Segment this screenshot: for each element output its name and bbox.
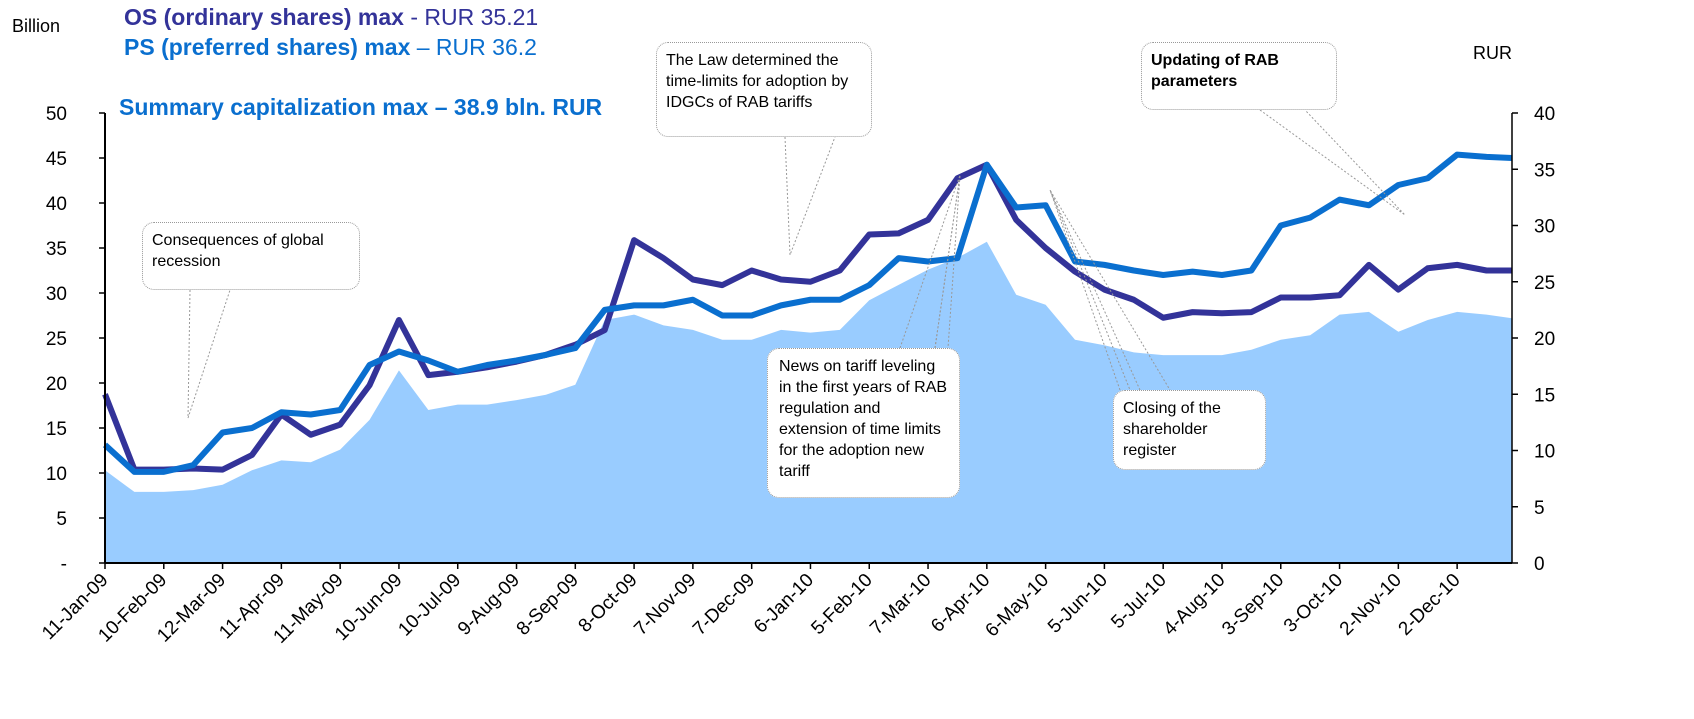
callout-pointer xyxy=(784,136,836,256)
x-tick-label: 2-Dec-10 xyxy=(1395,570,1465,640)
line xyxy=(102,151,1513,475)
y-tick-label: 30 xyxy=(46,284,67,305)
os-header: OS (ordinary shares) max - RUR 35.21 xyxy=(124,4,538,31)
x-tick-label: 5-Jun-10 xyxy=(1044,570,1112,638)
x-tick-label: 3-Sep-10 xyxy=(1218,570,1288,640)
callout-pointer xyxy=(1049,189,1171,391)
x-tick-label: 4-Aug-10 xyxy=(1159,570,1229,640)
x-tick-label: 5-Feb-10 xyxy=(807,570,876,639)
legend-label: PS (preferred shares) max xyxy=(124,34,411,60)
annotation: Closing of the shareholder register xyxy=(1113,390,1266,470)
max-label: – RUR 36.2 xyxy=(416,34,537,60)
y2-tick-label: 15 xyxy=(1534,385,1555,406)
callout-pointer xyxy=(899,174,961,349)
y2-tick-label: 30 xyxy=(1534,217,1555,238)
x-tick-label: 7-Dec-09 xyxy=(689,570,759,640)
x-tick-label: 6-Jan-10 xyxy=(750,570,818,638)
y-tick-label: 5 xyxy=(56,509,67,530)
annotation: Consequences of global recession xyxy=(142,222,360,290)
y-tick-label: 50 xyxy=(46,104,67,125)
y2-tick-label: 5 xyxy=(1534,498,1545,519)
y-tick-label: 10 xyxy=(46,464,67,485)
y-tick-label: 45 xyxy=(46,149,67,170)
y2-axis-label: RUR xyxy=(1473,43,1512,63)
y2-tick-label: 0 xyxy=(1534,554,1545,575)
x-tick-label: 10-Jul-09 xyxy=(394,570,465,641)
x-tick-label: 2-Nov-10 xyxy=(1336,570,1406,640)
line xyxy=(102,161,1512,473)
callout-pointer xyxy=(187,289,231,419)
y-tick-label: 40 xyxy=(46,194,67,215)
y-tick-label: 25 xyxy=(46,329,67,350)
y2-tick-label: 20 xyxy=(1534,329,1555,350)
legend-label: Summary capitalization max – 38.9 bln. R… xyxy=(119,94,603,120)
x-tick-label: 6-May-10 xyxy=(982,570,1054,642)
y-tick-label: - xyxy=(61,554,67,575)
y2-tick-label: 40 xyxy=(1534,104,1555,125)
x-tick-label: 8-Sep-09 xyxy=(513,570,583,640)
x-tick-label: 7-Nov-09 xyxy=(630,570,700,640)
annotation: The Law determined the time-limits for a… xyxy=(656,42,872,137)
callout-pointer xyxy=(1259,109,1406,216)
x-tick-label: 7-Mar-10 xyxy=(866,570,935,639)
y-tick-label: 15 xyxy=(46,419,67,440)
legend-label: OS (ordinary shares) max xyxy=(124,4,404,30)
y2-tick-label: 10 xyxy=(1534,442,1555,463)
annotation: Updating of RAB parameters xyxy=(1141,42,1337,110)
y-tick-label: 35 xyxy=(46,239,67,260)
y2-tick-label: 25 xyxy=(1534,273,1555,294)
annotation: News on tariff leveling in the first yea… xyxy=(767,348,960,498)
ps-header: PS (preferred shares) max – RUR 36.2 xyxy=(124,34,537,61)
y-tick-label: 20 xyxy=(46,374,67,395)
x-tick-label: 9-Aug-09 xyxy=(454,570,524,640)
y-axis-label: Billion xyxy=(12,16,61,36)
y2-tick-label: 35 xyxy=(1534,160,1555,181)
max-label: - RUR 35.21 xyxy=(410,4,539,30)
